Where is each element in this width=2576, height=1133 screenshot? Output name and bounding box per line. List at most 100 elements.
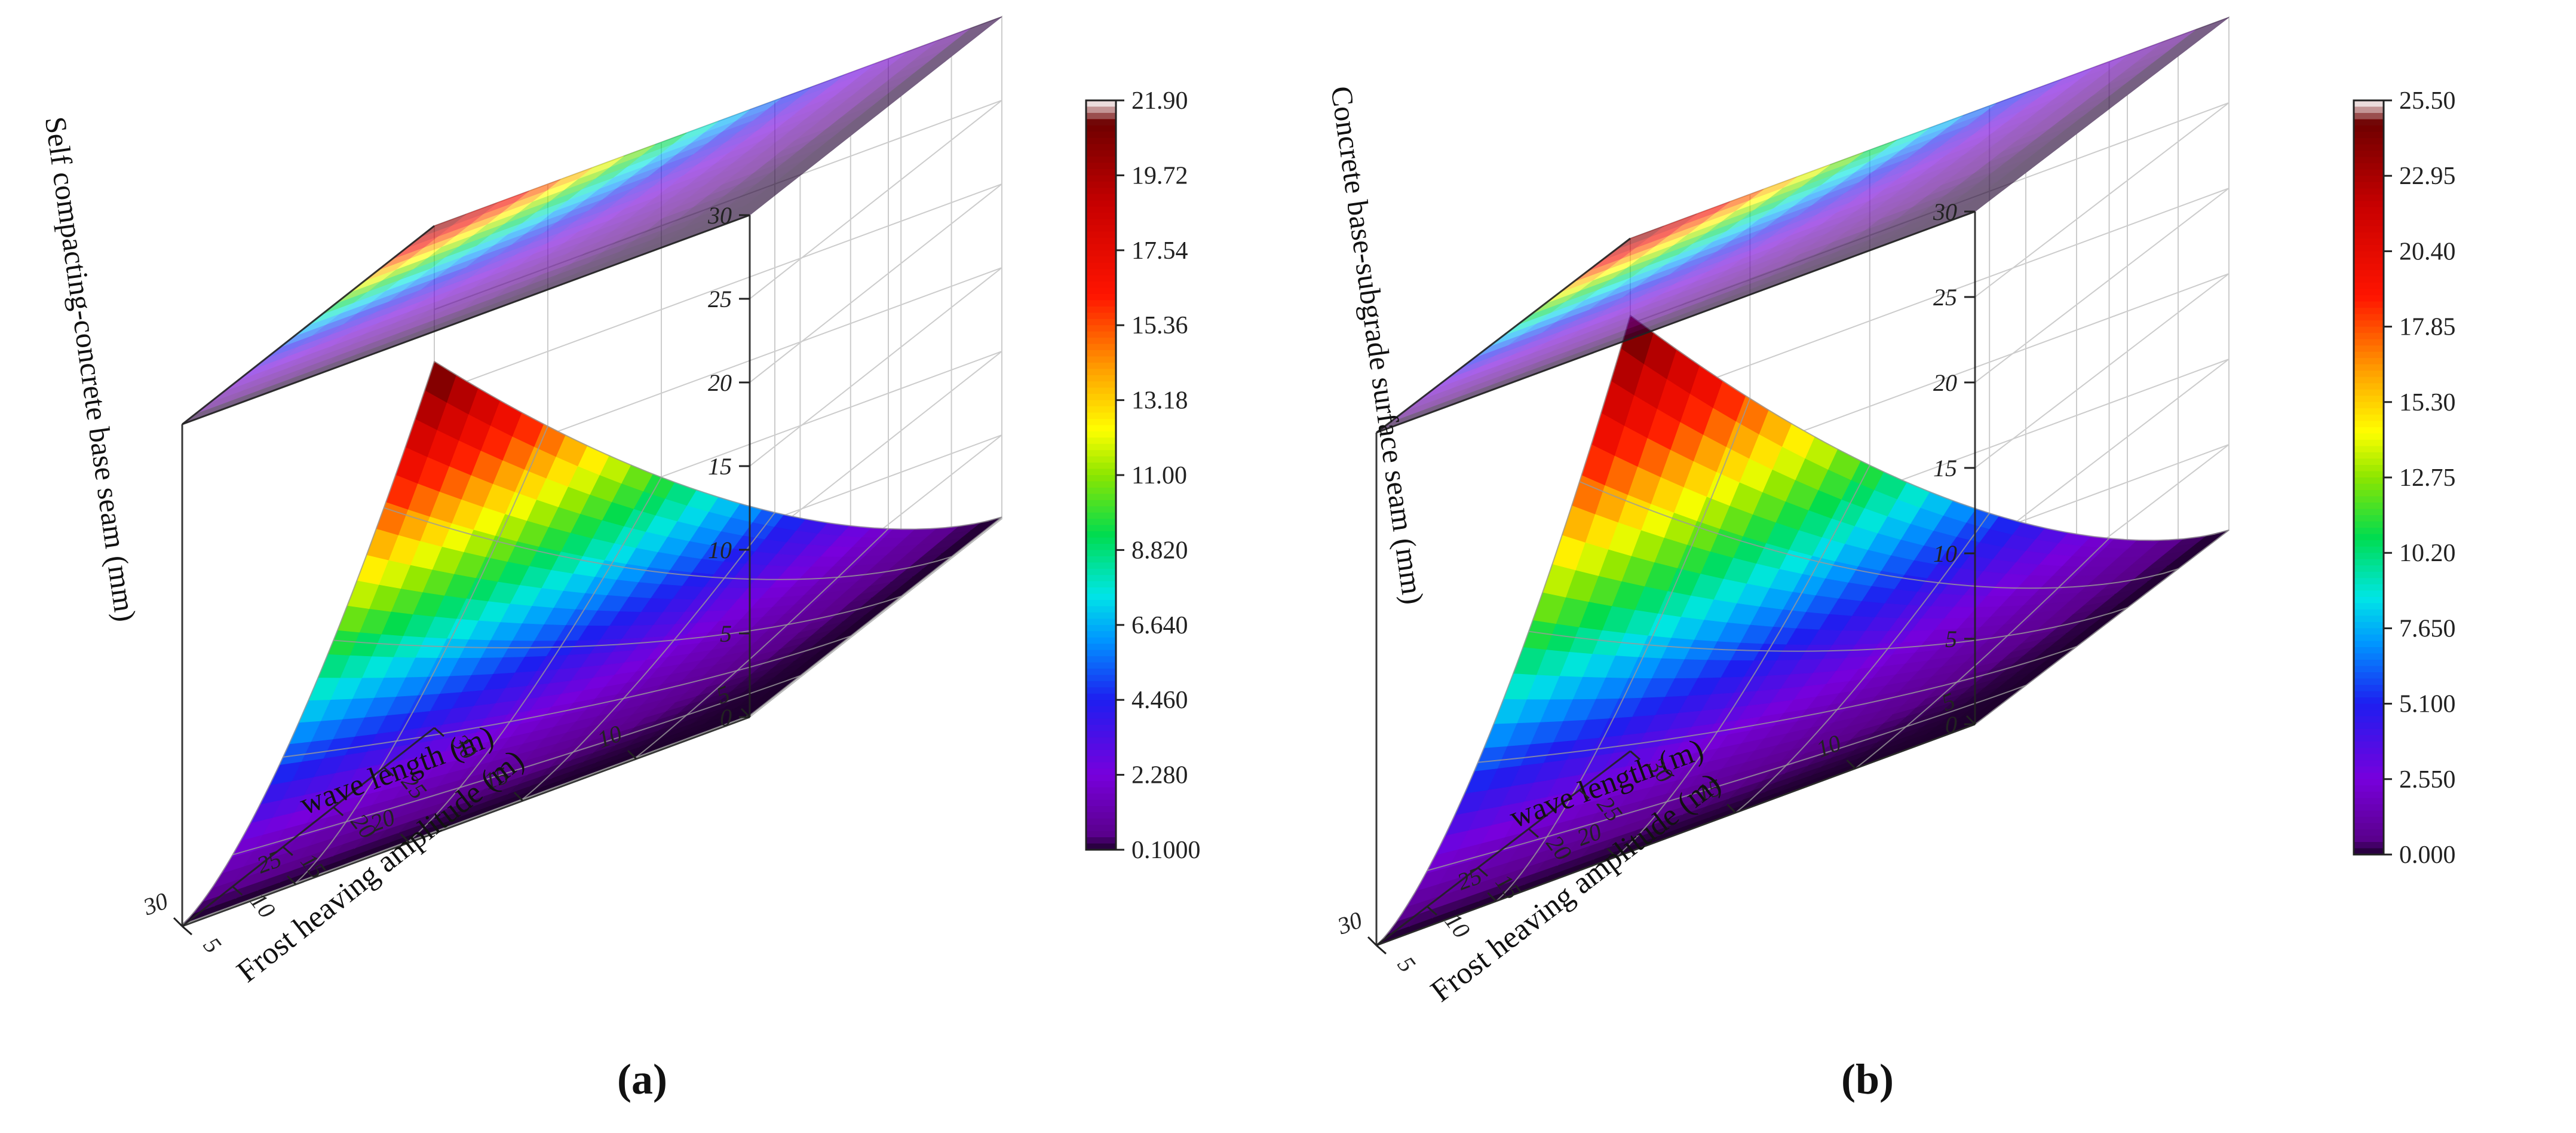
mesh-line <box>1495 398 1751 902</box>
colorbar-band <box>2354 289 2384 296</box>
colorbar: 25.50 22.95 20.40 17.85 15.30 12.75 10.20 7.650… <box>2353 87 2456 869</box>
colorbar-band <box>1086 375 1116 382</box>
colorbar-band <box>2354 685 2384 692</box>
colorbar-band <box>2354 571 2384 578</box>
colorbar-band <box>1086 519 1116 526</box>
colorbar-band <box>1086 543 1116 550</box>
colorbar-band <box>2354 238 2384 246</box>
colorbar-band <box>1086 412 1116 419</box>
axis-line <box>1376 210 1976 434</box>
colorbar-band <box>1086 306 1116 313</box>
x-tick <box>513 791 524 802</box>
colorbar-tick-label: 12.75 <box>2399 464 2456 492</box>
grid-line <box>434 183 1002 394</box>
colorbar-band <box>1086 774 1116 782</box>
z-tick-label: 20 <box>1933 369 1957 396</box>
colorbar-tick-label: 19.72 <box>1131 162 1188 189</box>
colorbar-band <box>1086 749 1116 757</box>
colorbar-band <box>1086 512 1116 519</box>
colorbar-band <box>1086 250 1116 257</box>
z-tick-label: 30 <box>707 202 732 229</box>
colorbar-band <box>2354 785 2384 792</box>
colorbar-band <box>1086 568 1116 575</box>
colorbar-band <box>1086 575 1116 582</box>
chart-panel-b: 0 5 10 15 20 25 30 Concrete base-subgrade surfa… <box>1288 0 2576 1130</box>
colorbar-band <box>1086 562 1116 569</box>
colorbar-tick-label: 11.00 <box>1131 462 1187 489</box>
colorbar-band <box>2354 666 2384 673</box>
colorbar-band <box>1086 793 1116 800</box>
colorbar-band <box>2354 396 2384 403</box>
colorbar-band <box>1086 175 1116 182</box>
colorbar-band <box>2354 244 2384 252</box>
colorbar-band <box>1086 825 1116 832</box>
colorbar-band <box>1086 431 1116 438</box>
colorbar-band <box>2354 565 2384 572</box>
x-tick <box>1606 847 1617 858</box>
colorbar-band <box>1086 762 1116 769</box>
colorbar-band <box>1086 656 1116 663</box>
colorbar-band <box>2354 722 2384 730</box>
colorbar-band <box>2354 270 2384 277</box>
colorbar-band <box>1086 737 1116 744</box>
z-tick-label: 30 <box>1933 198 1957 225</box>
colorbar-band <box>2354 540 2384 547</box>
colorbar-band <box>1086 293 1116 301</box>
colorbar-band <box>1086 800 1116 807</box>
colorbar-band <box>2354 691 2384 698</box>
mesh-line <box>636 528 889 758</box>
colorbar-band <box>1086 437 1116 445</box>
mesh-line <box>1854 538 2110 769</box>
colorbar-band <box>2354 414 2384 421</box>
colorbar-band <box>1086 425 1116 432</box>
colorbar-tick-label: 22.95 <box>2399 163 2456 190</box>
colorbar-band <box>1086 225 1116 232</box>
z-tick-label: 10 <box>1933 540 1957 567</box>
colorbar-band <box>2354 672 2384 679</box>
axis-line <box>182 214 750 425</box>
colorbar-band <box>2354 176 2384 183</box>
colorbar-band <box>2354 458 2384 466</box>
colorbar-band <box>2354 766 2384 773</box>
x-tick <box>173 917 183 927</box>
colorbar-band <box>1086 494 1116 501</box>
mesh-line <box>232 675 801 856</box>
colorbar-band <box>2354 219 2384 226</box>
top-contour-plane <box>1376 17 2230 433</box>
colorbar-band <box>2354 735 2384 742</box>
colorbar-band <box>2354 333 2384 340</box>
colorbar-tick-label: 8.820 <box>1131 537 1188 564</box>
colorbar-band <box>2354 226 2384 233</box>
colorbar-band <box>1086 556 1116 563</box>
mesh-line <box>749 516 1002 716</box>
colorbar-band <box>1086 350 1116 357</box>
colorbar-band <box>1086 475 1116 482</box>
colorbar-band <box>2354 628 2384 635</box>
colorbar-band <box>1086 843 1116 850</box>
colorbar-band <box>2354 464 2384 472</box>
x-tick <box>286 875 297 886</box>
colorbar-band <box>1086 387 1116 394</box>
colorbar-band <box>2354 320 2384 327</box>
colorbar-band <box>2354 773 2384 780</box>
colorbar-band <box>1086 381 1116 388</box>
colorbar-band <box>1086 587 1116 595</box>
colorbar-band <box>2354 754 2384 761</box>
colorbar-band <box>2354 370 2384 378</box>
colorbar-tick-label: 4.460 <box>1131 687 1188 714</box>
colorbar-band <box>2354 496 2384 503</box>
colorbar: 21.90 19.72 17.54 15.36 13.18 11.00 8.820 6.640… <box>1085 87 1201 864</box>
z-axis-label: Concrete base-subgrade surface seam (mm) <box>1324 84 1430 607</box>
plot-area: 0 5 10 15 20 25 30 Self compacting-concrete bas… <box>39 15 1002 989</box>
colorbar-band <box>1086 450 1116 457</box>
colorbar-band <box>1086 456 1116 463</box>
colorbar-band <box>2354 546 2384 553</box>
colorbar-band <box>1086 206 1116 213</box>
colorbar-band <box>2354 144 2384 151</box>
colorbar-band <box>2354 326 2384 333</box>
colorbar-band <box>1086 500 1116 507</box>
colorbar-tick-label: 7.650 <box>2399 615 2456 642</box>
colorbar-band <box>2354 553 2384 560</box>
colorbar-tick-label: 21.90 <box>1131 87 1188 115</box>
mesh-line <box>1376 315 1631 946</box>
